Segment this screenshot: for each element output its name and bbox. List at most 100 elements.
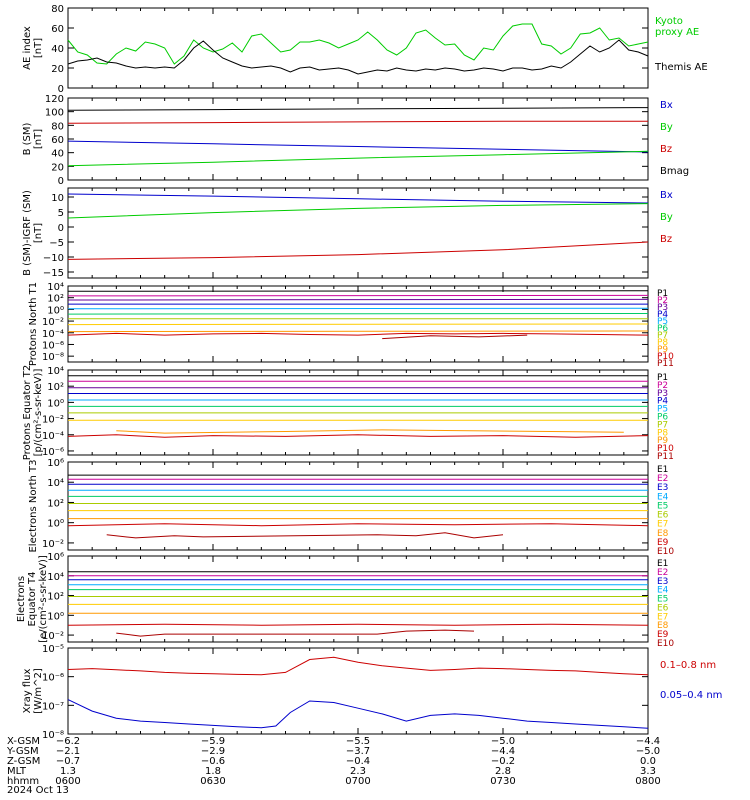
y-tick-label: 80 xyxy=(51,4,64,15)
y-tick-label: 10² xyxy=(47,294,64,305)
ephemeris-value: −0.4 xyxy=(346,756,370,767)
y-tick-label: 10⁻² xyxy=(42,631,64,642)
y-axis-label: [e/(cm²-s-sr-keV)] xyxy=(38,555,49,643)
ephemeris-value: 1.8 xyxy=(205,766,221,777)
series-p8 xyxy=(67,323,649,326)
date-label: 2024 Oct 13 xyxy=(7,785,69,796)
y-tick-label: 10⁴ xyxy=(47,366,64,377)
ephemeris-value: 0700 xyxy=(345,776,370,787)
ephemeris-value: 0800 xyxy=(635,776,660,787)
y-tick-label: 120 xyxy=(45,94,64,105)
y-tick-label: 0 xyxy=(58,84,64,95)
legend-entry: Bz xyxy=(660,234,672,245)
legend-entry: P11 xyxy=(657,452,674,462)
ephemeris-value: −5.5 xyxy=(346,736,370,747)
ephemeris-value: −5.0 xyxy=(636,746,660,757)
y-tick-label: 10² xyxy=(47,592,64,603)
series-e9 xyxy=(67,523,649,527)
ephemeris-value: 2.3 xyxy=(350,766,366,777)
legend-entry: P9 xyxy=(657,345,668,355)
legend-entry: E8 xyxy=(657,529,669,539)
series-p10 xyxy=(67,434,649,438)
legend-entry: P6 xyxy=(657,324,668,334)
legend-entry: E5 xyxy=(657,501,668,511)
ephemeris-value: −2.1 xyxy=(56,746,80,757)
legend-entry: E2 xyxy=(657,568,668,578)
legend-entry: E6 xyxy=(657,511,669,521)
y-tick-label: −15 xyxy=(43,268,64,279)
legend-entry: P4 xyxy=(657,310,668,320)
legend-entry: P4 xyxy=(657,397,668,407)
series-bmag xyxy=(67,107,649,111)
y-tick-label: 10⁰ xyxy=(47,398,64,409)
legend-entry: By xyxy=(660,122,673,133)
series-by xyxy=(67,150,649,167)
y-tick-label: 10⁻² xyxy=(42,317,64,328)
y-tick-label: 60 xyxy=(51,24,64,35)
y-tick-label: 10⁻⁵ xyxy=(42,644,64,655)
y-axis-label: [nT] xyxy=(33,129,44,149)
series-p10 xyxy=(67,332,649,336)
legend-entry: E9 xyxy=(657,538,669,548)
legend-entry: E4 xyxy=(657,492,669,502)
y-tick-label: 0 xyxy=(58,223,64,234)
series-bx xyxy=(67,193,649,204)
y-axis-label: Protons North T1 xyxy=(28,282,39,366)
ephemeris-value: −0.2 xyxy=(491,756,515,767)
legend-entry: E4 xyxy=(657,586,669,596)
ephemeris-label: hhmm xyxy=(7,776,39,787)
legend-entry: E1 xyxy=(657,465,668,475)
legend-entry: E10 xyxy=(657,547,674,557)
legend-entry: proxy AE xyxy=(655,27,699,38)
ephemeris-value: 0730 xyxy=(490,776,515,787)
series-p2 xyxy=(67,294,649,297)
series-e10 xyxy=(116,629,475,637)
y-tick-label: 10⁻⁶ xyxy=(42,673,64,684)
ephemeris-value: −0.6 xyxy=(201,756,225,767)
y-axis-label: Electrons xyxy=(16,576,27,622)
panel-2: 0 20 40 60 80 100 120 B (SM) [nT] Bx By Bz Bmag xyxy=(22,94,689,187)
ephemeris-value: 1.3 xyxy=(60,766,76,777)
ephemeris-label: MLT xyxy=(7,766,27,777)
ephemeris-value: −0.7 xyxy=(56,756,80,767)
panel-frame xyxy=(67,647,649,735)
legend-entry: E7 xyxy=(657,520,668,530)
ephemeris-value: −5.0 xyxy=(491,736,515,747)
y-tick-label: 0 xyxy=(58,176,64,187)
legend-entry: P3 xyxy=(657,389,668,399)
y-tick-label: 10⁻⁴ xyxy=(42,431,64,442)
legend-entry: Bz xyxy=(660,144,672,155)
legend-entry: Themis AE xyxy=(654,62,708,73)
y-tick-label: 10⁻⁴ xyxy=(42,329,64,340)
legend-entry: E2 xyxy=(657,474,668,484)
y-tick-label: 10⁻⁶ xyxy=(42,340,64,351)
legend-entry: E10 xyxy=(657,639,674,649)
y-axis-label: [W/m^2] xyxy=(33,668,44,714)
series-p1 xyxy=(67,290,649,292)
y-axis-label: Xray flux xyxy=(22,669,33,714)
y-axis-label: Equator T4 xyxy=(27,572,38,627)
ephemeris-value: 2.8 xyxy=(495,766,511,777)
series-p9 xyxy=(116,429,624,434)
legend-entry: Bx xyxy=(660,190,673,201)
ephemeris-label: Y-GSM xyxy=(6,746,39,757)
ephemeris-value: −2.9 xyxy=(201,746,225,757)
series-bz xyxy=(67,120,648,124)
ephemeris-value: −4.4 xyxy=(491,746,515,757)
y-axis-label: [p/(cm²-s-sr-keV)] xyxy=(33,369,44,457)
ephemeris-label: X-GSM xyxy=(7,736,40,747)
series-themis-ae xyxy=(67,39,649,75)
legend-entry: E1 xyxy=(657,559,668,569)
legend-entry: P8 xyxy=(657,428,668,438)
ephemeris-value: 0600 xyxy=(55,776,80,787)
panel-3: −15 −10 −5 0 5 10 B (SM)-IGRF (SM) [nT] Bx By Bz xyxy=(22,187,673,279)
legend-entry: P7 xyxy=(657,420,668,430)
y-tick-label: 10² xyxy=(47,498,64,509)
legend-entry: E9 xyxy=(657,630,669,640)
ephemeris-value: −4.4 xyxy=(636,736,660,747)
panel-frame xyxy=(67,7,649,89)
y-tick-label: 10⁴ xyxy=(47,282,64,293)
y-tick-label: 100 xyxy=(45,108,64,119)
